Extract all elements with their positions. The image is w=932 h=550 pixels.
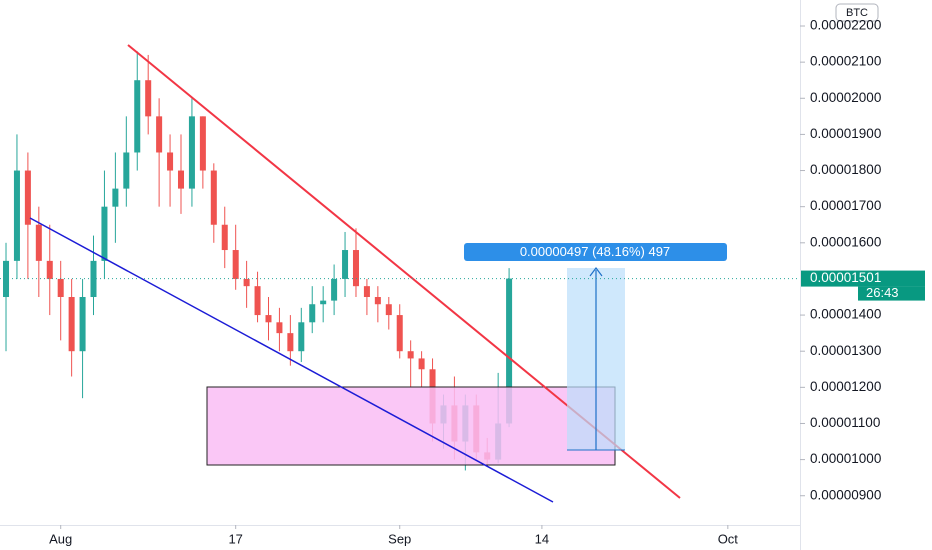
candle-body [57,278,64,298]
countdown: 26:43 [866,285,899,300]
currency: BTC [846,7,868,19]
candle-body [24,170,31,225]
candle-body [145,80,152,117]
countdown-box [858,286,925,301]
candle-body [287,333,294,352]
measure-arrowhead [589,267,603,277]
candle-body [418,358,425,370]
candle-body [188,116,195,189]
candle-body [385,304,392,316]
candle-body [68,297,75,352]
candle-body [374,297,381,305]
candle-body [276,322,283,334]
candle-body [177,170,185,189]
candle-body [298,322,305,352]
x-tick-label: 17 [228,531,242,546]
y-tick-label: 0.00002100 [810,54,881,69]
y-tick-label: 0.00001300 [810,343,881,358]
candle-body [320,300,327,305]
y-tick-label: 0.00001400 [810,307,881,322]
candle-body [156,116,163,153]
y-tick-label: 0.00001700 [810,198,881,213]
price-axis: 0.00002200 0.00002100 0.00002000 0.00001900… [800,18,881,502]
candle-body [46,260,53,279]
candle-body [167,152,174,171]
y-tick-label: 0.00001000 [810,451,881,466]
candle-body [221,224,228,251]
candle-body [112,188,119,207]
zone-box [206,386,616,466]
last-price-label: 0.00001501 [810,270,881,285]
candle-body [407,351,414,359]
candle-body [134,80,141,153]
candle-body [232,250,239,279]
x-tick-label: 14 [535,531,549,546]
x-tick-label: Oct [718,531,739,546]
x-tick-label: Sep [388,531,411,546]
candle-body [506,278,513,424]
currency-box [835,3,879,22]
candle-body [309,304,316,323]
y-tick-label: 0.00001900 [810,126,881,141]
candle-body [90,260,97,298]
y-tick-label: 0.00001800 [810,162,881,177]
candle-body [363,286,370,298]
candle-body [352,250,359,287]
candle-body [243,278,250,287]
candle-body [13,170,20,261]
y-tick-label: 0.00002200 [810,18,881,33]
y-tick-label: 0.00001100 [810,415,880,430]
candle-body [254,286,261,316]
y-tick-label: 0.00000900 [810,487,881,502]
candle-body [79,297,86,352]
y-tick-label: 0.00001200 [810,379,881,394]
last-price-box [801,270,925,287]
candle-body [35,224,42,261]
y-tick-label: 0.00002000 [810,90,881,105]
measure-label-box [464,243,727,261]
candle-body [210,170,217,225]
candle-body [3,260,10,298]
candle-body [396,315,403,352]
measure-label: 0.00000497 (48.16%) 497 [520,244,670,259]
candle-body [199,116,206,171]
candle-body [123,152,130,189]
y-tick-label: 0.00001600 [810,234,881,249]
x-tick-label: Aug [49,531,72,546]
candle-body [331,278,338,301]
candle-body [265,315,272,323]
candle-body [101,206,108,261]
candle-body [342,250,349,279]
support-line [29,217,554,503]
